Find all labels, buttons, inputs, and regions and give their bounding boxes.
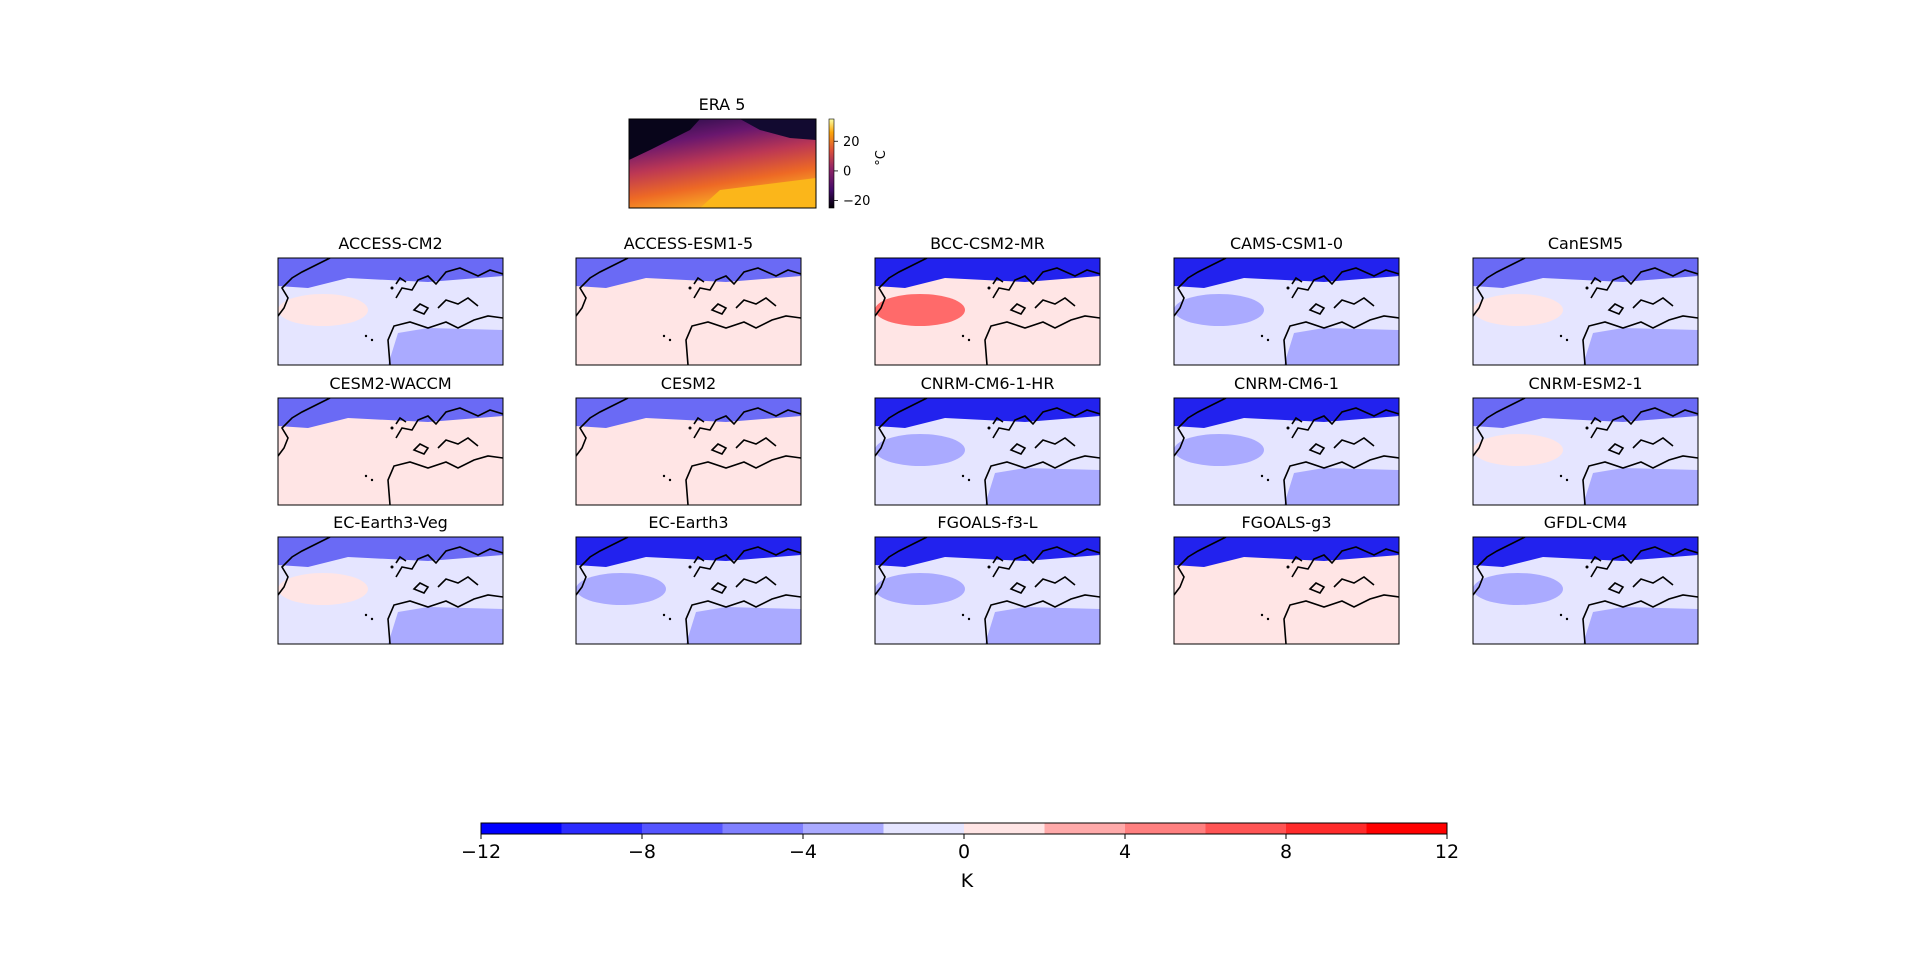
coastline [875,398,1100,505]
panel-title: FGOALS-g3 [1241,513,1331,532]
panel-frame [277,397,504,506]
colorbar-tick: 0 [958,841,970,863]
colorbar-tick: −8 [628,841,656,863]
coastline [1473,258,1698,365]
era5-title: ERA 5 [699,95,746,114]
coastline [1174,258,1399,365]
colorbar-segment [1366,823,1447,834]
colorbar-segment [1205,823,1286,834]
panel-title: CESM2-WACCM [329,374,451,393]
panel-title: CNRM-CM6-1 [1234,374,1339,393]
bias-map [1473,258,1698,365]
bias-map [278,258,503,365]
colorbar-tick: −12 [461,841,501,863]
coastline [278,398,503,505]
panel-title: ACCESS-CM2 [338,234,442,253]
coastline [875,258,1100,365]
colorbar-tick: 8 [1280,841,1292,863]
panel-frame [575,257,802,366]
bias-map [1174,537,1399,644]
panel-frame [1173,536,1400,645]
colorbar-segment [1286,823,1367,834]
coastline [1473,398,1698,505]
bias-map [1174,398,1399,505]
era5-colorbar-tick: 0 [843,164,851,179]
panel-title: BCC-CSM2-MR [930,234,1045,253]
panel-title: CESM2 [661,374,716,393]
era5-frame [628,118,817,209]
bias-map [1174,258,1399,365]
era5-map [629,119,816,208]
coastline [576,398,801,505]
panel-frame [1173,397,1400,506]
colorbar-segment [481,823,562,834]
panel-frame [874,257,1101,366]
bias-map [875,258,1100,365]
bias-colorbar-label: K [961,870,974,892]
era5-colorbar-unit: °C [874,150,889,166]
panel-frame [874,397,1101,506]
colorbar-segment [722,823,803,834]
panel-title: GFDL-CM4 [1544,513,1627,532]
colorbar-segment [1125,823,1206,834]
colorbar-segment [883,823,964,834]
coastline [576,537,801,644]
bias-map [278,398,503,505]
colorbar-tick: 4 [1119,841,1131,863]
bias-map [576,258,801,365]
coastline [576,258,801,365]
panel-frame [277,257,504,366]
bias-map [1473,537,1698,644]
colorbar-tick: 12 [1435,841,1459,863]
bias-map [576,537,801,644]
colorbar-segment [642,823,723,834]
era5-colorbar-tick: 20 [843,135,860,150]
coastline [875,537,1100,644]
panel-frame [874,536,1101,645]
panel-frame [1472,536,1699,645]
panel-frame [1173,257,1400,366]
panel-frame [277,536,504,645]
bias-map [875,537,1100,644]
panel-title: CAMS-CSM1-0 [1230,234,1343,253]
coastline [278,258,503,365]
colorbar-segment [803,823,884,834]
panel-frame [575,536,802,645]
coastline [1473,537,1698,644]
coastline [278,537,503,644]
panel-title: ACCESS-ESM1-5 [624,234,753,253]
bias-map [1473,398,1698,505]
colorbar-segment [1044,823,1125,834]
panel-title: CanESM5 [1548,234,1623,253]
era5-colorbar-tick: −20 [843,194,870,209]
panel-title: FGOALS-f3-L [937,513,1037,532]
panel-title: EC-Earth3-Veg [333,513,448,532]
bias-colorbar [480,822,1448,835]
panel-frame [575,397,802,506]
panel-frame [1472,257,1699,366]
panel-title: EC-Earth3 [648,513,728,532]
colorbar-segment [964,823,1045,834]
bias-map [875,398,1100,505]
colorbar-segment [561,823,642,834]
era5-colorbar [828,118,835,209]
bias-panel-grid: ACCESS-CM2 ACCESS-ESM1-5 BCC-CSM2-MR CAMS-C… [277,234,1699,645]
panel-title: CNRM-ESM2-1 [1528,374,1642,393]
coastline [1174,398,1399,505]
colorbar-tick: −4 [789,841,817,863]
coastline [1174,537,1399,644]
bias-map [278,537,503,644]
panel-frame [1472,397,1699,506]
bias-map [576,398,801,505]
panel-title: CNRM-CM6-1-HR [921,374,1055,393]
